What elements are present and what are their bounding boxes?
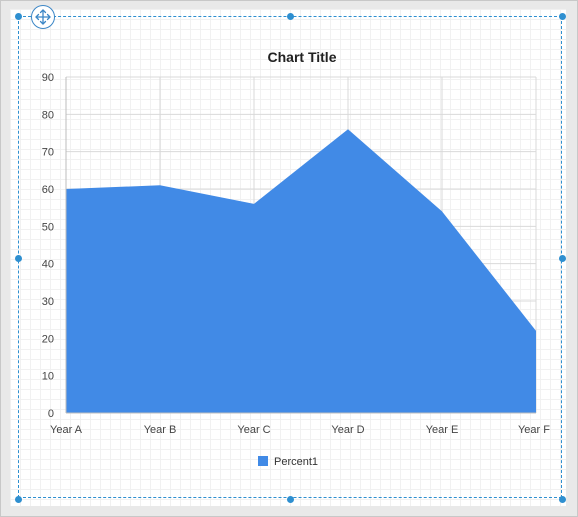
x-tick-label: Year A xyxy=(50,424,83,436)
y-tick-label: 20 xyxy=(42,333,54,345)
y-tick-label: 40 xyxy=(42,259,54,271)
y-tick-label: 70 xyxy=(42,147,54,159)
y-tick-label: 10 xyxy=(42,371,54,383)
resize-handle-bottom-right[interactable] xyxy=(559,496,566,503)
resize-handle-top-right[interactable] xyxy=(559,13,566,20)
y-tick-label: 80 xyxy=(42,109,54,121)
legend-swatch xyxy=(258,456,268,466)
x-tick-label: Year C xyxy=(237,424,270,436)
resize-handle-bottom-center[interactable] xyxy=(287,496,294,503)
y-tick-label: 0 xyxy=(48,408,54,420)
x-tick-label: Year E xyxy=(426,424,459,436)
x-tick-label: Year D xyxy=(331,424,364,436)
resize-handle-bottom-left[interactable] xyxy=(15,496,22,503)
axes: 0 10 20 30 40 50 60 70 80 90 Year A Year B Year C Yea… xyxy=(42,72,551,436)
y-tick-label: 90 xyxy=(42,72,54,84)
y-tick-label: 30 xyxy=(42,296,54,308)
resize-handle-middle-left[interactable] xyxy=(15,255,22,262)
resize-handle-middle-right[interactable] xyxy=(559,255,566,262)
series-layer xyxy=(65,129,537,413)
y-tick-label: 50 xyxy=(42,221,54,233)
resize-handle-top-center[interactable] xyxy=(287,13,294,20)
move-arrows-icon[interactable] xyxy=(31,5,55,29)
chart-title[interactable]: Chart Title xyxy=(268,49,337,65)
x-tick-label: Year B xyxy=(144,424,177,436)
legend[interactable]: Percent1 xyxy=(258,456,318,468)
resize-handle-top-left[interactable] xyxy=(15,13,22,20)
legend-label: Percent1 xyxy=(274,456,318,468)
area-series-1 xyxy=(66,129,536,413)
y-tick-label: 60 xyxy=(42,184,54,196)
x-tick-label: Year F xyxy=(518,424,550,436)
